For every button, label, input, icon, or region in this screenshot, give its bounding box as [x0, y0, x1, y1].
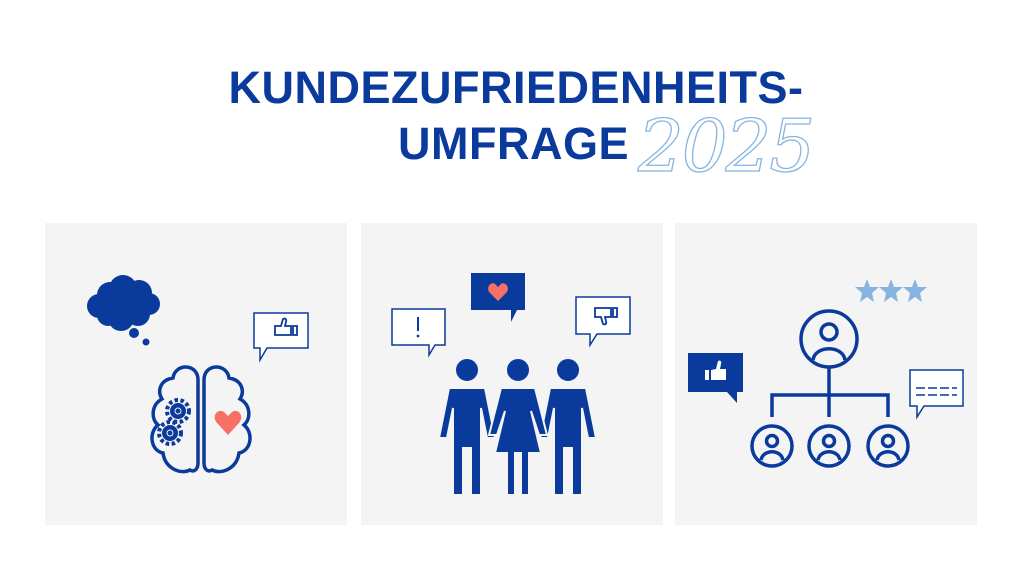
thumbs-down-bubble-icon — [575, 296, 631, 348]
thought-cloud-icon — [87, 275, 160, 346]
title-line-1: KUNDEZUFRIEDENHEITS- — [228, 62, 804, 113]
org-chart-icon — [750, 309, 910, 468]
thumbs-up-bubble-icon — [688, 353, 743, 403]
star-rating-icon — [855, 279, 927, 302]
people-group-icon — [437, 357, 598, 496]
brain-icon — [150, 365, 252, 474]
title-line-2: UMFRAGE — [398, 118, 629, 169]
gears-icon — [157, 398, 191, 446]
thumbs-up-bubble-icon — [253, 312, 309, 363]
title-year: 2025 — [637, 103, 816, 188]
panel-org-feedback — [675, 223, 977, 525]
panel-thinking — [45, 223, 347, 525]
heart-icon — [214, 410, 242, 435]
panel-people — [361, 223, 663, 525]
text-bubble-icon — [909, 369, 964, 420]
exclamation-bubble-icon — [391, 308, 446, 358]
heart-bubble-icon — [471, 273, 525, 322]
